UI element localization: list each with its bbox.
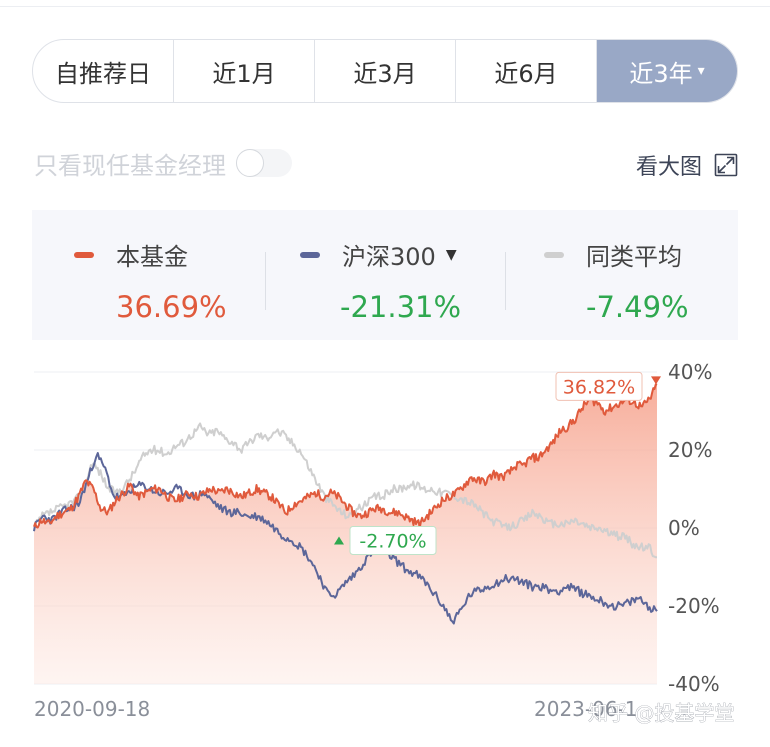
x-tick-end: 2023-06-1 xyxy=(534,697,638,721)
series-line-2 xyxy=(33,422,657,559)
legend-fund-value: 36.69% xyxy=(116,290,227,324)
series-line-1 xyxy=(33,452,658,625)
chart-annotations: 36.82% -2.70% xyxy=(334,371,661,556)
legend-fund-name: 本基金 xyxy=(116,243,188,271)
y-tick-label: -20% xyxy=(668,594,720,618)
legend-panel: 本基金 36.69% 沪深300 ▼ -21.31% 同类平均 -7.49% xyxy=(32,210,738,340)
caret-down-icon[interactable]: ▼ xyxy=(445,246,457,263)
tab-since-recommend[interactable]: 自推荐日 xyxy=(33,40,174,102)
min-marker xyxy=(334,536,344,545)
min-label-box xyxy=(349,526,437,556)
max-label-box xyxy=(555,371,643,401)
top-divider xyxy=(0,6,770,7)
big-chart-label: 看大图 xyxy=(635,155,702,180)
legend-swatch-hs300 xyxy=(300,251,320,258)
max-label: 36.82% xyxy=(563,376,635,398)
y-tick-label: 20% xyxy=(668,438,712,462)
view-big-chart-button[interactable]: 看大图 xyxy=(636,148,738,182)
y-tick-label: 40% xyxy=(668,360,712,384)
series-line-0 xyxy=(33,383,658,529)
period-selector: 自推荐日 近1月 近3月 近6月 近3年 ▾ xyxy=(32,39,738,103)
chart-area xyxy=(34,384,657,684)
legend-avg[interactable]: 同类平均 -7.49% xyxy=(544,237,689,324)
max-marker xyxy=(651,376,661,385)
tab-1-month[interactable]: 近1月 xyxy=(174,40,315,102)
expand-icon xyxy=(714,153,738,177)
tab-3-years[interactable]: 近3年 ▾ xyxy=(597,40,737,102)
y-tick-label: -40% xyxy=(668,672,720,696)
legend-hs300-value: -21.31% xyxy=(340,290,462,324)
chart-lines xyxy=(33,383,658,625)
legend-hs300-name: 沪深300 xyxy=(342,243,436,271)
tab-6-months[interactable]: 近6月 xyxy=(456,40,597,102)
legend-divider xyxy=(505,252,506,310)
legend-avg-value: -7.49% xyxy=(586,290,689,324)
watermark: 知乎 @投基学堂 xyxy=(588,701,735,726)
performance-chart: 36.82% -2.70% 40% 20% 0% -20% -40% 2020-09-18… xyxy=(33,360,735,726)
legend-hs300[interactable]: 沪深300 ▼ -21.31% xyxy=(300,237,461,324)
toggle-knob xyxy=(236,149,264,177)
min-label: -2.70% xyxy=(359,531,426,553)
chevron-down-icon: ▾ xyxy=(697,63,705,79)
manager-toggle[interactable] xyxy=(236,149,292,177)
tab-3-months[interactable]: 近3月 xyxy=(315,40,456,102)
x-tick-start: 2020-09-18 xyxy=(34,697,150,721)
fund-area xyxy=(34,384,657,684)
y-axis: 40% 20% 0% -20% -40% xyxy=(668,360,720,696)
manager-filter-label: 只看现任基金经理 xyxy=(34,151,226,180)
svg-text:知乎 @投基学堂: 知乎 @投基学堂 xyxy=(588,701,734,725)
current-manager-filter: 只看现任基金经理 xyxy=(34,146,292,180)
legend-swatch-avg xyxy=(544,251,564,258)
legend-divider xyxy=(265,252,266,310)
legend-swatch-fund xyxy=(74,251,94,258)
legend-avg-name: 同类平均 xyxy=(586,243,682,271)
legend-fund[interactable]: 本基金 36.69% xyxy=(74,237,227,324)
x-axis: 2020-09-18 2023-06-1 xyxy=(34,697,638,721)
y-tick-label: 0% xyxy=(668,516,700,540)
